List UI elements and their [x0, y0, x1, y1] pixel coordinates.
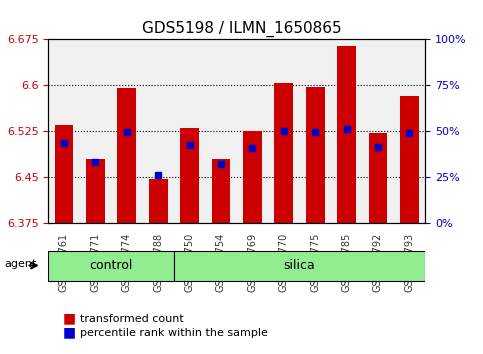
Bar	[149, 179, 168, 223]
FancyBboxPatch shape	[48, 251, 174, 281]
Bar	[117, 88, 136, 223]
Bar	[306, 87, 325, 223]
Bar	[86, 159, 105, 223]
Bar	[243, 131, 262, 223]
Text: ■: ■	[63, 312, 76, 326]
Bar	[55, 125, 73, 223]
Text: agent: agent	[5, 259, 37, 269]
Bar	[212, 159, 230, 223]
FancyBboxPatch shape	[174, 251, 425, 281]
Text: silica: silica	[284, 259, 315, 272]
Bar	[337, 46, 356, 223]
Text: percentile rank within the sample: percentile rank within the sample	[80, 328, 268, 338]
Text: transformed count: transformed count	[80, 314, 184, 324]
Text: control: control	[89, 259, 133, 272]
Bar	[180, 128, 199, 223]
Bar	[369, 133, 387, 223]
Text: ■: ■	[63, 326, 76, 340]
Text: GDS5198 / ILMN_1650865: GDS5198 / ILMN_1650865	[142, 21, 341, 38]
Bar	[274, 83, 293, 223]
Bar	[400, 96, 419, 223]
